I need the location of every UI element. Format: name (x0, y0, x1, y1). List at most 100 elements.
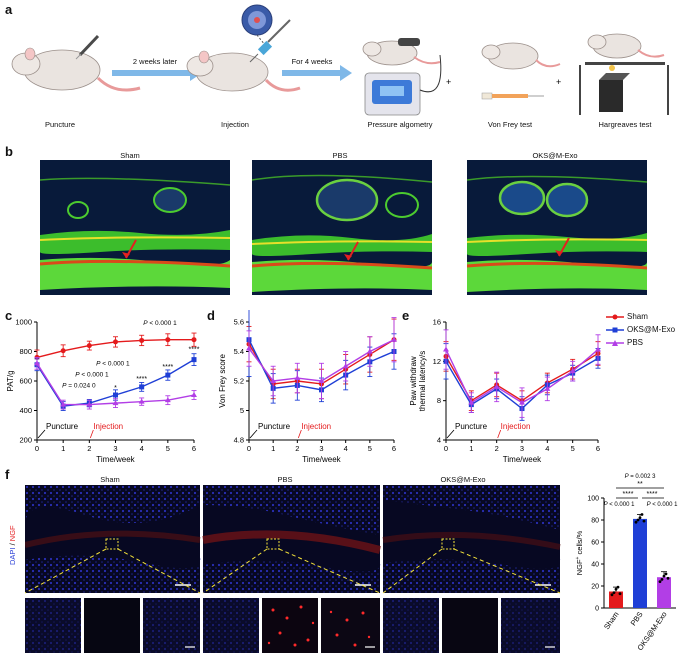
data-point (595, 346, 601, 352)
data-point (165, 337, 171, 343)
data-dot (618, 592, 622, 596)
x-tick-label: 1 (61, 444, 65, 453)
y-axis-label: PAT/g (6, 370, 15, 391)
y-tick-label: 0 (595, 606, 599, 613)
pressure-algometry-illustration (362, 38, 442, 116)
step-von-frey: Von Frey test (487, 120, 533, 129)
x-tick-label: 3 (319, 444, 323, 453)
significance-marker: **** (162, 364, 173, 371)
data-point (138, 398, 145, 404)
x-tick-label: 3 (113, 444, 117, 453)
x-axis-label: Time/week (96, 455, 135, 464)
x-tick-label: 6 (192, 444, 196, 453)
mri-image-sham (40, 160, 230, 295)
data-point (342, 363, 349, 369)
x-tick-label: 5 (571, 444, 575, 453)
step-injection: Injection (221, 120, 249, 129)
data-point (86, 343, 92, 349)
fluo-main-oks (382, 485, 561, 593)
slash-label: / (8, 541, 17, 548)
panel-label-f: f (5, 467, 10, 482)
x-axis-label: Time/week (503, 455, 542, 464)
y-tick-label: 100 (587, 496, 599, 503)
data-dot (664, 572, 668, 576)
panel-label-b: b (5, 144, 13, 159)
mri-image-pbs (252, 160, 432, 295)
sig-pbs-oks: **** (647, 491, 658, 498)
step-hargreaves: Hargreaves test (598, 120, 652, 129)
y-tick-label: 600 (19, 377, 32, 386)
fluo-insets-pbs (203, 598, 380, 653)
injection-arrow (89, 429, 94, 439)
legend-item: OKS@M-Exo (606, 323, 685, 336)
data-dot (660, 578, 664, 581)
y-tick-label: 4.8 (234, 436, 244, 445)
data-point (519, 399, 525, 405)
mri-title-sham: Sham (120, 151, 140, 160)
data-point (468, 399, 475, 405)
rat-puncture-illustration (11, 34, 141, 92)
mri-title-oks: OKS@M-Exo (532, 151, 578, 160)
annotation-injection: Injection (301, 422, 331, 431)
legend-label: PBS (627, 338, 644, 347)
x-tick-label: 0 (35, 444, 39, 453)
plus-sign-2: + (556, 77, 561, 87)
x-tick-label: 3 (520, 444, 524, 453)
legend: Sham OKS@M-Exo PBS (606, 310, 685, 349)
puncture-arrow (249, 429, 258, 439)
injection-arrow (297, 429, 302, 439)
annotation-puncture: Puncture (455, 422, 488, 431)
data-point (318, 378, 325, 383)
x-tick-label: 1 (469, 444, 473, 453)
p-value-pbs-oks: P < 0.000 1 (647, 502, 679, 508)
x-tick-label: 4 (344, 444, 348, 453)
fluorescence-images (25, 485, 561, 653)
fluo-title-oks: OKS@M-Exo (440, 475, 486, 484)
x-tick-label: 4 (545, 444, 549, 453)
fluo-main-sham (25, 485, 201, 593)
x-tick-label: Sham (602, 610, 621, 631)
schematic-figure: + + (11, 4, 669, 116)
data-dot (642, 519, 646, 523)
data-dot (612, 591, 616, 594)
y-tick-label: 1000 (15, 318, 32, 327)
significance-marker: **** (189, 347, 200, 354)
panel-label-d: d (207, 308, 215, 323)
fluo-title-sham: Sham (100, 475, 120, 484)
data-point (139, 384, 145, 390)
x-tick-label: 2 (495, 444, 499, 453)
data-dot (638, 516, 642, 520)
fluo-insets-sham (25, 598, 200, 653)
data-point (569, 368, 576, 374)
data-point (493, 383, 500, 389)
mri-title-pbs: PBS (332, 151, 348, 160)
data-point (270, 378, 277, 383)
data-dot (662, 574, 666, 578)
x-axis-label: Time/week (302, 455, 341, 464)
data-point (443, 346, 449, 352)
x-tick-label: PBS (629, 610, 645, 627)
dapi-label: DAPI (8, 547, 17, 565)
ngf-label: NGF (8, 525, 17, 542)
sig-sham-oks: ** (637, 481, 643, 488)
sig-sham-pbs: **** (623, 491, 634, 498)
bar-OKS@M-Exo (657, 577, 671, 608)
data-dot (640, 513, 644, 516)
x-tick-label: 0 (247, 444, 251, 453)
data-point (391, 336, 397, 342)
y-tick-label: 80 (591, 518, 599, 525)
data-dot (616, 585, 620, 589)
puncture-arrow (37, 429, 46, 439)
annotation-injection: Injection (501, 422, 531, 431)
x-tick-label: 4 (140, 444, 144, 453)
x-tick-label: 6 (392, 444, 396, 453)
data-point (165, 372, 171, 378)
data-point (191, 357, 197, 363)
y-tick-label: 60 (591, 540, 599, 547)
x-tick-label: 2 (295, 444, 299, 453)
chart-von-frey: 4.8 5 5.2 5.4 5.6 0 1 2 3 4 5 6 Time/week Von Frey sc… (218, 310, 397, 464)
puncture-arrow (446, 429, 455, 439)
x-tick-label: 0 (444, 444, 448, 453)
x-tick-label: 5 (166, 444, 170, 453)
